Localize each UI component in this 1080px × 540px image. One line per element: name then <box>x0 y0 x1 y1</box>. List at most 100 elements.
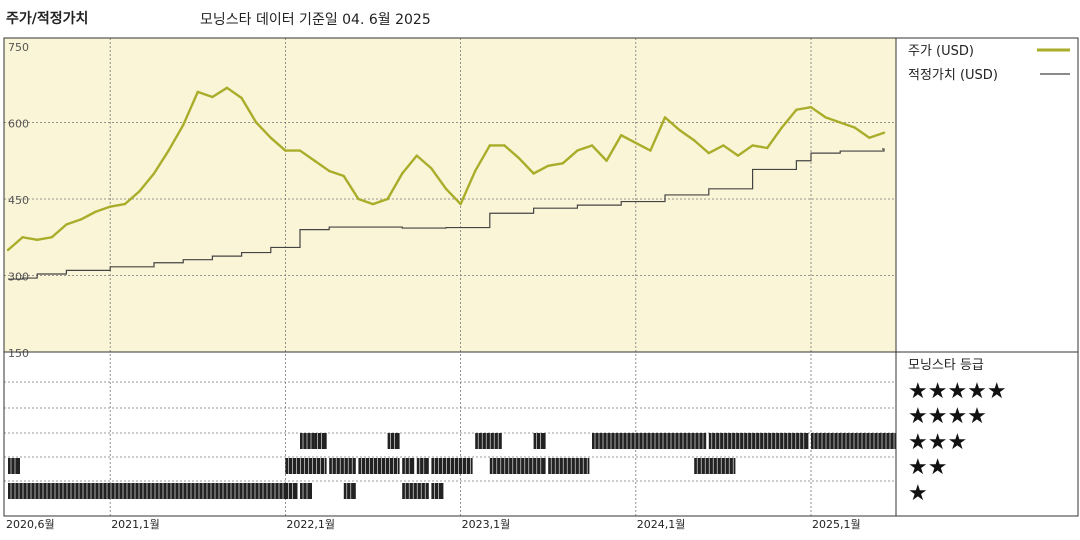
x-axis-ticks: 2020,6월 2021,1월 2022,1월 2023,1월 2024,1월 2025,… <box>6 518 861 531</box>
legend-fair-value-label: 적정가치 (USD) <box>908 68 998 83</box>
price-point <box>707 151 710 155</box>
price-point <box>736 154 740 157</box>
x-tick-label: 2020,6월 <box>6 518 55 531</box>
y-tick-label: 750 <box>8 41 29 54</box>
rating-bar <box>592 433 707 449</box>
price-point <box>284 149 287 152</box>
rating-bar <box>489 458 546 474</box>
rating-bar <box>8 458 20 474</box>
price-point <box>342 174 345 178</box>
price-point <box>196 90 199 94</box>
rating-bar <box>343 483 356 499</box>
price-point <box>211 95 214 99</box>
rating-star-row: ★★★★ <box>908 404 987 429</box>
rating-bar <box>416 458 429 474</box>
rating-bar <box>431 483 444 499</box>
price-point <box>532 172 535 175</box>
price-point <box>94 210 97 213</box>
price-point <box>6 248 10 252</box>
price-point <box>313 159 316 162</box>
rating-star-row: ★★ <box>908 455 947 480</box>
price-point <box>766 146 769 150</box>
fair-value-series <box>8 148 885 280</box>
y-tick-label: 150 <box>8 347 29 360</box>
price-point <box>50 236 53 239</box>
price-point <box>590 144 594 147</box>
price-point <box>328 169 331 173</box>
price-point <box>123 202 127 206</box>
price-point <box>824 116 827 119</box>
price-point <box>882 131 886 134</box>
rating-bar <box>475 433 502 449</box>
price-point <box>225 86 229 90</box>
price-point <box>430 167 433 170</box>
price-point <box>386 197 389 201</box>
price-point <box>693 139 696 142</box>
price-point <box>152 172 156 175</box>
rating-bar <box>300 483 312 499</box>
y-axis-ticks: 750 600 450 300 150 <box>8 41 29 360</box>
rating-bar <box>387 433 400 449</box>
rating-bars <box>8 433 896 499</box>
rating-legend-title: 모닝스타 등급 <box>908 358 984 373</box>
price-point <box>474 169 477 173</box>
x-tick-label: 2024,1월 <box>637 518 686 531</box>
plot-background <box>4 38 896 352</box>
rating-star-row: ★★★ <box>908 430 967 455</box>
rating-bar <box>402 458 415 474</box>
price-point <box>853 126 856 129</box>
x-tick-label: 2023,1월 <box>462 518 511 531</box>
price-point <box>182 123 185 127</box>
price-point <box>576 149 579 152</box>
price-point <box>415 154 418 157</box>
rating-bar <box>811 433 896 449</box>
fair-value-line <box>8 148 885 280</box>
rating-star-row: ★★★★★ <box>908 379 1007 404</box>
price-point <box>780 126 783 129</box>
price-point <box>809 106 813 109</box>
rating-bar <box>8 483 298 499</box>
y-tick-label: 450 <box>8 194 29 207</box>
price-point <box>21 236 24 239</box>
rating-star-row: ★ <box>908 481 928 506</box>
legend: 주가 (USD) 적정가치 (USD) 모닝스타 등급 ★★★★★★★★★★★★… <box>908 44 1070 506</box>
price-point <box>357 197 360 201</box>
price-point <box>678 128 681 132</box>
price-point <box>269 136 272 139</box>
price-point <box>839 121 842 124</box>
x-tick-label: 2021,1월 <box>111 518 160 531</box>
price-point <box>240 96 243 100</box>
chart-title: 주가/적정가치 <box>6 11 89 27</box>
price-point <box>459 202 462 206</box>
rating-bar <box>329 458 356 474</box>
price-point <box>503 144 506 147</box>
price-point <box>298 149 302 152</box>
price-point <box>36 238 39 241</box>
price-point <box>620 134 623 137</box>
rating-bar <box>314 433 327 449</box>
rating-bar <box>402 483 429 499</box>
price-point <box>561 162 564 165</box>
price-point <box>371 202 375 206</box>
price-point <box>547 164 550 168</box>
price-point <box>444 187 448 190</box>
rating-bar <box>533 433 546 449</box>
price-point <box>488 144 491 147</box>
legend-price-label: 주가 (USD) <box>908 44 974 59</box>
price-series <box>6 86 886 252</box>
price-point <box>605 159 608 162</box>
price-point <box>79 218 83 221</box>
data-date-subtitle: 모닝스타 데이터 기준일 04. 6월 2025 <box>200 12 431 28</box>
price-point <box>795 108 798 111</box>
price-point <box>138 190 141 193</box>
price-point <box>634 141 637 145</box>
x-tick-label: 2022,1월 <box>286 518 335 531</box>
price-point <box>722 144 725 147</box>
x-tick-label: 2025,1월 <box>812 518 861 531</box>
plot-frame <box>3 37 1079 517</box>
price-point <box>65 223 68 226</box>
rating-star-legend: ★★★★★★★★★★★★★★★ <box>908 379 1007 506</box>
price-point <box>517 157 521 160</box>
price-point <box>255 121 258 124</box>
